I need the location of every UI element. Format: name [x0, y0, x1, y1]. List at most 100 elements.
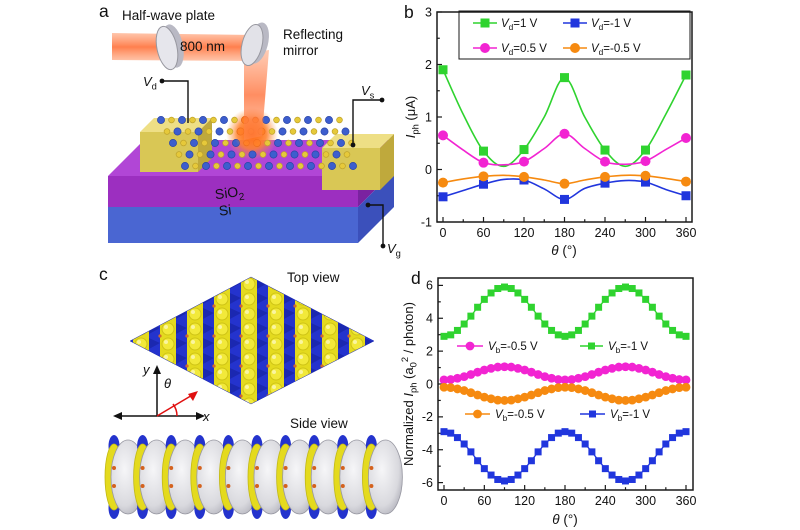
x-axis-label: x [202, 409, 210, 424]
svg-text:180: 180 [555, 494, 576, 508]
svg-text:360: 360 [676, 494, 697, 508]
theta-arrowhead [188, 391, 198, 401]
legend-entry-label: Vd=1 V [501, 18, 538, 32]
reflecting-mirror-disc [240, 22, 269, 67]
sio2-label: SiO2 [214, 183, 246, 206]
vs-wire-dot [350, 142, 356, 148]
vs-terminal-dot [379, 97, 385, 103]
laser-beam-horizontal [112, 33, 257, 61]
legend-entry-label: Vb=-0.5 V [495, 409, 545, 423]
si-label: Si [218, 201, 232, 218]
side-view-structure [104, 435, 403, 519]
series-line-3 [443, 431, 687, 482]
svg-text:300: 300 [635, 226, 656, 240]
svg-text:-6: -6 [422, 476, 433, 490]
svg-text:-1: -1 [421, 215, 432, 229]
svg-text:0: 0 [441, 494, 448, 508]
svg-text:0: 0 [426, 377, 433, 391]
vs-wire [352, 99, 382, 145]
legend-entry-label: Vd=-1 V [591, 18, 631, 32]
legend-entry-label: Vd=0.5 V [501, 43, 547, 57]
y-axis-label: y [142, 362, 151, 377]
series-markers-0 [439, 362, 691, 385]
legend: Vb=-0.5 V Vb=-1 V Vb=-0.5 V Vb=-1 V [457, 341, 650, 423]
svg-text:180: 180 [554, 226, 575, 240]
svg-text:3: 3 [425, 5, 432, 19]
axes [436, 11, 693, 223]
vd-terminal-dot [159, 78, 165, 84]
series-line-1 [443, 286, 687, 337]
panel-b-letter: b [404, 2, 414, 22]
crystal-structure-views: Top view y x θ Side view [104, 270, 403, 519]
x-arrowhead-left [113, 412, 122, 420]
theta-arrow [156, 393, 195, 417]
panel-a-letter: a [99, 1, 109, 21]
y-axis-title: Iph (μA) [403, 96, 421, 139]
coordinate-axes [118, 370, 200, 417]
si-front-face [108, 207, 358, 243]
svg-text:240: 240 [595, 494, 616, 508]
svg-text:1: 1 [425, 110, 432, 124]
legend-entry-label: Vb=-1 V [608, 341, 648, 355]
vg-terminal-dot [380, 243, 386, 249]
y-arrowhead [153, 365, 161, 374]
series-markers-3 [438, 170, 691, 189]
tick-labels: 0 60 120 180 240 300 360 -6 -4 -2 0 2 4 6 [422, 279, 697, 508]
top-view-structure [129, 276, 375, 405]
vg-wire-dot [365, 202, 371, 208]
x-arrowhead-right [196, 412, 205, 420]
axes [437, 277, 694, 491]
svg-text:-4: -4 [422, 443, 433, 457]
series-markers-2 [438, 128, 691, 168]
half-wave-plate-disc [155, 24, 184, 71]
theta-label: θ [164, 376, 171, 391]
half-wave-plate-label: Half-wave plate [122, 8, 215, 23]
vd-label: Vd [143, 74, 157, 92]
panel-d-letter: d [411, 268, 421, 288]
y-axis-title: Normalized Iph (a02 / photon) [399, 302, 419, 466]
svg-text:300: 300 [635, 494, 656, 508]
device-schematic: SiO2 Si [108, 8, 401, 259]
panel-c-letter: c [99, 264, 108, 284]
reflecting-mirror-label-2: mirror [283, 43, 319, 58]
normalized-photocurrent-chart: 0 60 120 180 240 300 360 -6 -4 -2 0 2 4 6 θ (°) Normali… [399, 277, 697, 527]
svg-text:-2: -2 [422, 410, 433, 424]
svg-text:360: 360 [676, 226, 697, 240]
svg-text:0: 0 [440, 226, 447, 240]
svg-text:2: 2 [426, 344, 433, 358]
svg-text:6: 6 [426, 279, 433, 293]
svg-text:120: 120 [514, 226, 535, 240]
photocurrent-vs-angle-chart: 0 60 120 180 240 300 360 -1 0 1 2 3 θ (°) Iph (μA) Vd=… [403, 5, 697, 258]
tick-labels: 0 60 120 180 240 300 360 -1 0 1 2 3 [421, 5, 697, 240]
laser-beam-diagonal [244, 50, 269, 140]
series-markers-1 [440, 283, 690, 340]
si-side-face [358, 171, 394, 243]
series-markers-2 [439, 382, 691, 405]
vd-wire [162, 80, 189, 123]
vs-label: Vs [361, 83, 375, 101]
reflecting-mirror-label-1: Reflecting [283, 27, 343, 42]
vg-wire [368, 204, 384, 245]
legend-entry-label: Vd=-0.5 V [591, 43, 641, 57]
svg-text:240: 240 [595, 226, 616, 240]
svg-text:2: 2 [425, 58, 432, 72]
svg-text:120: 120 [514, 494, 535, 508]
x-axis-title: θ (°) [551, 243, 576, 258]
svg-text:60: 60 [477, 226, 491, 240]
series-markers [438, 65, 691, 204]
series-markers-0 [438, 65, 691, 156]
svg-text:0: 0 [425, 163, 432, 177]
side-view-label: Side view [290, 416, 348, 431]
2d-material-lattice [157, 116, 357, 170]
series-markers-3 [440, 428, 690, 485]
series-markers [439, 283, 691, 485]
svg-text:60: 60 [477, 494, 491, 508]
legend: Vd=1 V Vd=-1 V Vd=0.5 V Vd=-0.5 V [458, 10, 691, 60]
x-axis-title: θ (°) [552, 512, 577, 527]
wavelength-label: 800 nm [180, 39, 225, 54]
top-view-label: Top view [287, 270, 340, 285]
legend-entry-label: Vb=-0.5 V [488, 341, 538, 355]
vg-label: Vg [387, 241, 401, 259]
sio2-front-face [108, 176, 358, 207]
